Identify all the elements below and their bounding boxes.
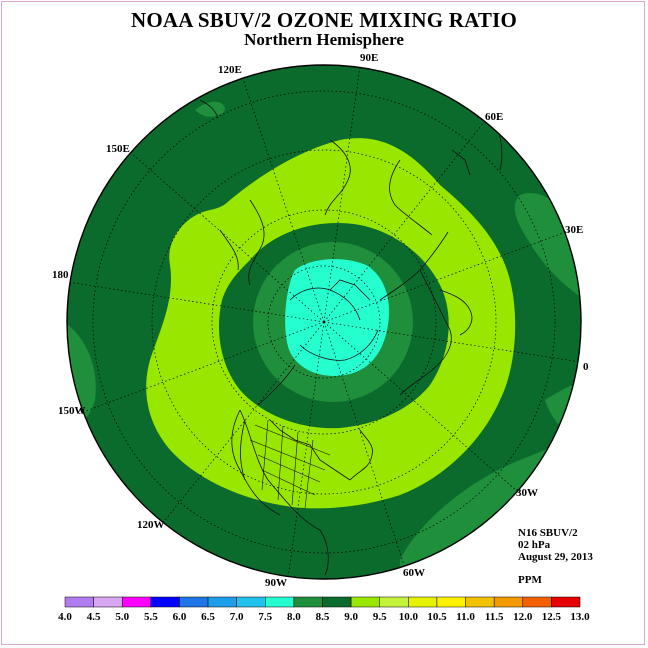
lon-label-90w: 90W [265, 577, 287, 589]
lon-label-150e: 150E [106, 143, 130, 155]
colorbar-tick-label: 5.0 [115, 611, 129, 623]
colorbar-swatch [322, 596, 352, 608]
colorbar-swatch [150, 596, 180, 608]
colorbar-swatch [551, 596, 581, 608]
colorbar-swatch [265, 596, 295, 608]
colorbar-tick-label: 9.5 [373, 611, 387, 623]
colorbar-tick-label: 8.5 [316, 611, 330, 623]
colorbar-tick-label: 6.5 [201, 611, 215, 623]
colorbar-swatch [207, 596, 237, 608]
lon-label-90e: 90E [360, 52, 378, 64]
colorbar-swatch [93, 596, 123, 608]
colorbar-tick-label: 8.0 [287, 611, 301, 623]
colorbar-swatches [64, 596, 581, 608]
map-subtitle: Northern Hemisphere [244, 30, 404, 49]
colorbar-tick-label: 11.5 [485, 611, 504, 623]
colorbar-swatch [236, 596, 266, 608]
colorbar-tick-label: 9.0 [344, 611, 358, 623]
ozone-region-9-0-south [300, 468, 420, 497]
lon-label-60e: 60E [485, 111, 503, 123]
colorbar-labels: 4.0 4.5 5.0 5.5 6.0 6.5 7.0 7.5 8.0 8.5 9.0 9.5 10.0… [58, 611, 590, 623]
longitude-labels: 120E 90E 60E 150E 30E 180 0 150W 30W 120… [52, 52, 589, 589]
colorbar-tick-label: 11.0 [456, 611, 475, 623]
colorbar-tick-label: 12.0 [513, 611, 533, 623]
lon-label-30e: 30E [565, 224, 583, 236]
colorbar-swatch [293, 596, 323, 608]
colorbar-tick-label: 12.5 [542, 611, 562, 623]
colorbar-tick-label: 10.0 [399, 611, 419, 623]
colorbar-swatch [350, 596, 380, 608]
pressure-level-label: 02 hPa [518, 539, 551, 551]
date-label: August 29, 2013 [518, 551, 593, 563]
lon-label-120w: 120W [137, 519, 165, 531]
colorbar-tick-label: 5.5 [144, 611, 158, 623]
ozone-region-9-0-ring [146, 138, 516, 509]
colorbar-tick-label: 7.0 [230, 611, 244, 623]
colorbar-swatch [64, 596, 94, 608]
colorbar-tick-label: 6.0 [173, 611, 187, 623]
colorbar-tick-label: 10.5 [427, 611, 447, 623]
colorbar-tick-label: 7.5 [258, 611, 272, 623]
colorbar-swatch [408, 596, 438, 608]
coastlines [199, 99, 503, 576]
colorbar-tick-label: 13.0 [570, 611, 590, 623]
colorbar-swatch [436, 596, 466, 608]
lon-label-150w: 150W [58, 405, 86, 417]
lon-label-30w: 30W [516, 487, 538, 499]
lon-label-120e: 120E [218, 64, 242, 76]
graticule [67, 65, 581, 579]
colorbar-tick-label: 4.0 [58, 611, 72, 623]
lon-label-0: 0 [583, 361, 589, 373]
admin-boundaries [249, 419, 331, 509]
colorbar-swatch [522, 596, 552, 608]
map-boundary [66, 64, 582, 580]
colorbar-swatch [179, 596, 209, 608]
map-title: NOAA SBUV/2 OZONE MIXING RATIO [131, 8, 517, 32]
ozone-region-8-0-north [195, 101, 225, 117]
colorbar-swatch [121, 596, 152, 608]
colorbar-swatch [465, 596, 495, 608]
units-label: PPM [518, 574, 542, 586]
colorbar-swatch [493, 596, 524, 608]
lon-label-180: 180 [52, 269, 69, 281]
colorbar-swatch [379, 596, 409, 608]
instrument-label: N16 SBUV/2 [518, 527, 578, 539]
lon-label-60w: 60W [403, 567, 425, 579]
colorbar-tick-label: 4.5 [87, 611, 101, 623]
